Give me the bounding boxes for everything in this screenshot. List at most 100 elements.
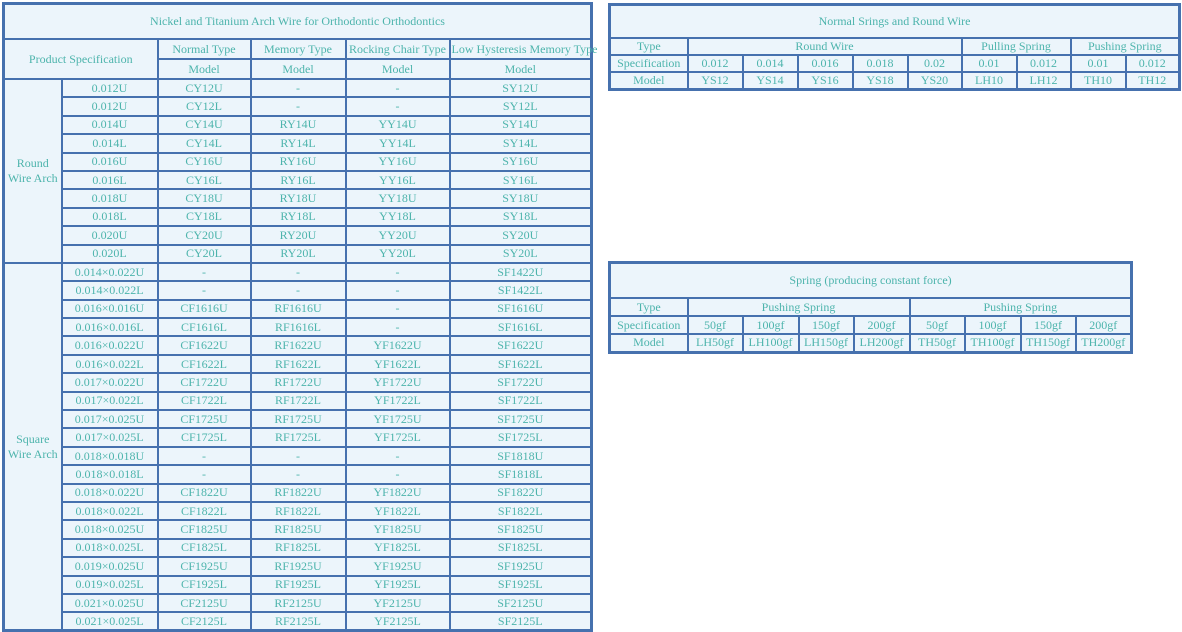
model-cell: CF1825L [156, 537, 252, 559]
model-cell: RF1722L [249, 390, 347, 412]
model-cell: RF1622L [249, 353, 347, 375]
model-cell: TH10 [1069, 71, 1127, 91]
table-row: 0.018×0.018U - - - SF1818U [4, 445, 593, 467]
model-cell: LH10 [960, 71, 1018, 91]
model-cell: SF1422L [448, 280, 593, 301]
cforce-table-title: Spring (producing constant force) [608, 261, 1133, 299]
spec-cell: 0.018L [60, 206, 159, 228]
model-cell: - [344, 298, 451, 320]
model-cell: - [156, 464, 252, 485]
model-cell: - [156, 261, 252, 283]
springs-title-row: Normal Srings and Round Wire [608, 3, 1181, 39]
table-row: 0.014×0.022L - - - SF1422L [4, 280, 593, 301]
model-cell: CY20L [156, 243, 252, 264]
model-cell: YF2125L [344, 611, 451, 632]
model-cell: SF1825U [448, 519, 593, 540]
spec-cell: 100gf [963, 315, 1022, 335]
model-cell: TH50gf [908, 333, 966, 353]
model-cell: - [344, 77, 451, 99]
col-header-memory-type: Memory Type [249, 38, 347, 60]
model-cell: YF1725L [344, 427, 451, 448]
table-row: 0.016×0.022U CF1622U RF1622U YF1622U SF1622U [4, 335, 593, 356]
springs-spec-row: Specification 0.012 0.014 0.016 0.018 0.02 0.… [608, 54, 1181, 73]
spec-cell: 0.016×0.016L [60, 317, 159, 338]
table-row: 0.018×0.025L CF1825L RF1825L YF1825L SF1825L [4, 537, 593, 559]
model-cell: SF1622U [448, 335, 593, 356]
model-cell: YY20U [344, 225, 451, 246]
model-cell: RF1725U [249, 409, 347, 430]
model-cell: - [249, 96, 347, 117]
model-cell: RF1825U [249, 519, 347, 540]
spec-cell: 0.014×0.022L [60, 280, 159, 301]
table-row: 0.016U CY16U RY16U YY16U SY16U [4, 151, 593, 172]
row-label-model: Model [608, 71, 689, 91]
arch-wire-table: Nickel and Titanium Arch Wire for Orthod… [2, 2, 597, 632]
spec-cell: 150gf [1019, 315, 1077, 335]
model-cell: SF1818U [448, 445, 593, 467]
springs-type-row: Type Round Wire Pulling Spring Pushing Spr… [608, 37, 1181, 56]
model-cell: YF1622L [344, 353, 451, 375]
model-cell: SF1725U [448, 409, 593, 430]
table-row: 0.021×0.025U CF2125U RF2125U YF2125U SF2125U [4, 592, 593, 614]
type-group-cell: Pulling Spring [960, 37, 1072, 56]
spec-cell: 0.017×0.025U [60, 409, 159, 430]
spec-cell: 0.017×0.022U [60, 372, 159, 393]
table-row: Round Wire Arch 0.012U CY12U - - SY12U [2, 77, 593, 264]
model-cell: CF1722U [156, 372, 252, 393]
model-cell: YY16U [344, 151, 451, 172]
spec-cell: 0.01 [960, 54, 1018, 73]
model-cell: SY20L [448, 243, 593, 264]
table-row: 0.019×0.025U CF1925U RF1925U YF1925U SF1925U [4, 556, 593, 577]
spec-cell: 0.018×0.018L [60, 464, 159, 485]
model-cell: RY20L [249, 243, 347, 264]
model-cell: CY16U [156, 151, 252, 172]
model-cell: RF1925L [249, 574, 347, 595]
spec-cell: 0.014L [60, 133, 159, 154]
col-header-rocking-chair-type: Rocking Chair Type [344, 38, 451, 60]
model-cell: YY20L [344, 243, 451, 264]
model-cell: CF1616L [156, 317, 252, 338]
model-cell: - [344, 96, 451, 117]
model-cell: LH12 [1015, 71, 1072, 91]
model-cell: YY18U [344, 188, 451, 209]
model-cell: - [344, 317, 451, 338]
spec-cell: 200gf [1074, 315, 1133, 335]
model-cell: RY20U [249, 225, 347, 246]
model-cell: SY18U [448, 188, 593, 209]
model-cell: TH100gf [963, 333, 1022, 353]
model-cell: SY18L [448, 206, 593, 228]
model-cell: SY20U [448, 225, 593, 246]
spec-cell: 0.020L [60, 243, 159, 264]
row-label-model: Model [608, 333, 689, 353]
spec-cell: 0.012U [60, 77, 159, 99]
spec-cell: 0.01 [1069, 54, 1127, 73]
model-cell: YS14 [741, 71, 799, 91]
model-cell: SY16L [448, 169, 593, 191]
spec-cell: 0.014 [741, 54, 799, 73]
spec-cell: 100gf [741, 315, 800, 335]
model-cell: - [344, 445, 451, 467]
table-row: 0.018×0.022U CF1822U RF1822U YF1822U SF1822U [4, 482, 593, 504]
product-specification-header: Product Specification [2, 38, 159, 80]
table-row: 0.018×0.022L CF1822L RF1822L YF1822L SF1822L [4, 500, 593, 522]
model-cell: RF1616U [249, 298, 347, 320]
spec-cell: 0.016 [796, 54, 854, 73]
model-cell: CF1722L [156, 390, 252, 412]
model-cell: - [156, 445, 252, 467]
arch-table-title: Nickel and Titanium Arch Wire for Orthod… [2, 2, 593, 40]
model-cell: CY14U [156, 114, 252, 136]
table-row: 0.017×0.022U CF1722U RF1722U YF1722U SF1722U [4, 372, 593, 393]
table-row: Square Wire Arch 0.014×0.022U - - - SF1422U [2, 261, 593, 632]
row-label-type: Type [608, 37, 689, 56]
table-row: 0.017×0.022L CF1722L RF1722L YF1722L SF1722L [4, 390, 593, 412]
spec-cell: 0.018×0.025U [60, 519, 159, 540]
table-row: 0.019×0.025L CF1925L RF1925L YF1925L SF1925L [4, 574, 593, 595]
model-cell: LH50gf [686, 333, 744, 353]
model-cell: RF2125L [249, 611, 347, 632]
model-subheader: Model [448, 58, 593, 80]
model-cell: SF1616U [448, 298, 593, 320]
model-cell: SF1825L [448, 537, 593, 559]
model-cell: YY18L [344, 206, 451, 228]
model-cell: SF1822L [448, 500, 593, 522]
model-cell: LH150gf [797, 333, 855, 353]
